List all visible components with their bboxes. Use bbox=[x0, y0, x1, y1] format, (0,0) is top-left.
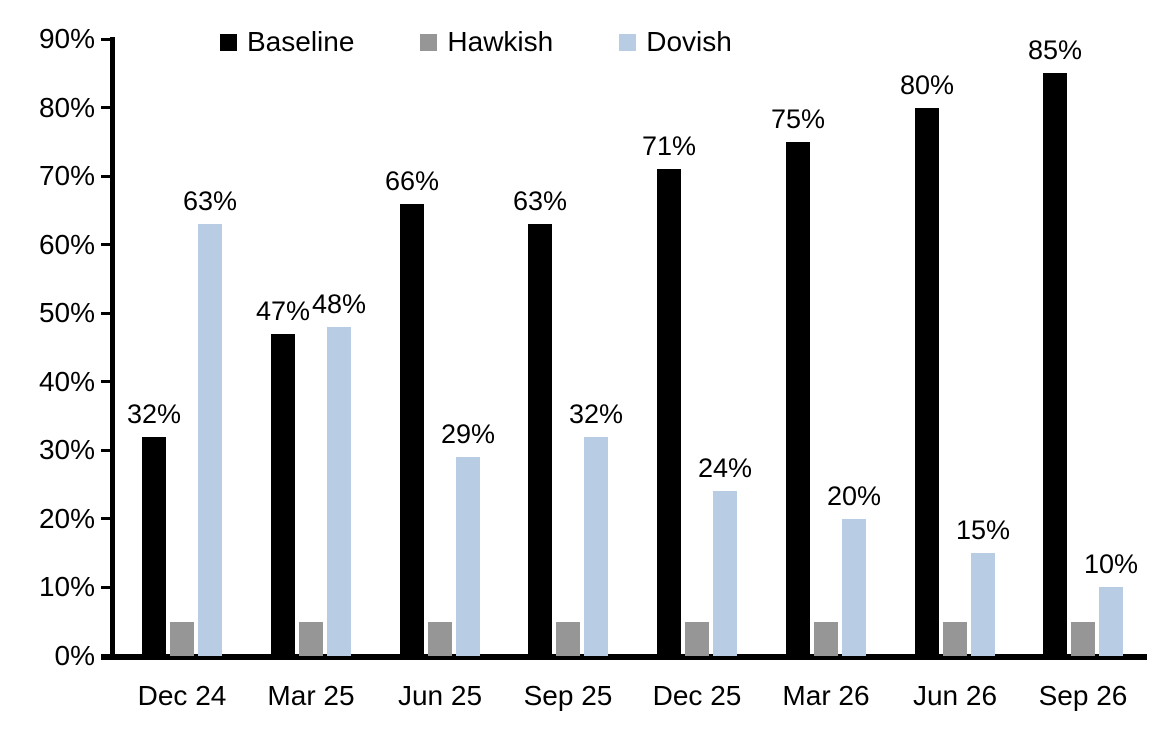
bar-hawkish-sep-25 bbox=[556, 622, 580, 656]
y-axis-tick bbox=[101, 517, 115, 520]
bar-hawkish-mar-26 bbox=[814, 622, 838, 656]
bar-baseline-dec-24 bbox=[142, 437, 166, 656]
value-label-dovish-mar-26: 20% bbox=[826, 481, 882, 511]
value-label-dovish-mar-25: 48% bbox=[311, 289, 367, 319]
bar-dovish-jun-25 bbox=[456, 457, 480, 656]
value-label-baseline-mar-26: 75% bbox=[770, 104, 826, 134]
value-label-dovish-sep-25: 32% bbox=[568, 399, 624, 429]
bar-dovish-sep-26 bbox=[1099, 587, 1123, 656]
legend-item-hawkish: Hawkish bbox=[420, 25, 553, 59]
x-axis-label-dec-24: Dec 24 bbox=[137, 680, 227, 711]
bar-baseline-dec-25 bbox=[657, 169, 681, 656]
bar-dovish-jun-26 bbox=[971, 553, 995, 656]
x-axis-label-dec-25: Dec 25 bbox=[652, 680, 742, 711]
bar-dovish-mar-25 bbox=[327, 327, 351, 656]
y-axis-tick bbox=[101, 380, 115, 383]
legend-item-dovish: Dovish bbox=[619, 25, 732, 59]
value-label-baseline-dec-24: 32% bbox=[126, 399, 182, 429]
y-axis-tick bbox=[101, 106, 115, 109]
bar-baseline-jun-25 bbox=[400, 204, 424, 656]
legend-label-hawkish: Hawkish bbox=[447, 26, 554, 57]
y-axis-tick bbox=[101, 243, 115, 246]
bar-dovish-mar-26 bbox=[842, 519, 866, 656]
bar-hawkish-jun-26 bbox=[943, 622, 967, 656]
bar-dovish-sep-25 bbox=[584, 437, 608, 656]
x-axis-label-sep-26: Sep 26 bbox=[1038, 680, 1128, 711]
y-axis-tick bbox=[101, 449, 115, 452]
value-label-dovish-jun-25: 29% bbox=[440, 419, 496, 449]
bar-baseline-mar-25 bbox=[271, 334, 295, 656]
chart-legend: Baseline Hawkish Dovish bbox=[220, 25, 732, 59]
legend-swatch-dovish-icon bbox=[619, 33, 637, 51]
y-axis-tick-label: 0% bbox=[54, 640, 95, 671]
legend-label-dovish: Dovish bbox=[646, 26, 732, 57]
x-axis-label-mar-26: Mar 26 bbox=[782, 680, 870, 711]
legend-swatch-hawkish-icon bbox=[420, 33, 438, 51]
bar-hawkish-dec-25 bbox=[685, 622, 709, 656]
value-label-dovish-sep-26: 10% bbox=[1083, 549, 1139, 579]
bar-hawkish-mar-25 bbox=[299, 622, 323, 656]
value-label-baseline-jun-25: 66% bbox=[384, 166, 440, 196]
bar-dovish-dec-24 bbox=[198, 224, 222, 656]
y-axis-tick-label: 80% bbox=[38, 92, 95, 123]
x-axis-label-mar-25: Mar 25 bbox=[267, 680, 355, 711]
y-axis-tick-label: 20% bbox=[38, 503, 95, 534]
bar-hawkish-dec-24 bbox=[170, 622, 194, 656]
y-axis-tick-label: 50% bbox=[38, 297, 95, 328]
bar-hawkish-sep-26 bbox=[1071, 622, 1095, 656]
bar-baseline-sep-25 bbox=[528, 224, 552, 656]
value-label-baseline-sep-25: 63% bbox=[512, 186, 568, 216]
x-axis-label-jun-25: Jun 25 bbox=[397, 680, 483, 711]
bar-baseline-jun-26 bbox=[915, 108, 939, 656]
legend-label-baseline: Baseline bbox=[247, 26, 355, 57]
legend-swatch-baseline-icon bbox=[220, 33, 237, 51]
value-label-dovish-jun-26: 15% bbox=[955, 515, 1011, 545]
legend-item-baseline: Baseline bbox=[220, 25, 354, 59]
bar-hawkish-jun-25 bbox=[428, 622, 452, 656]
value-label-dovish-dec-24: 63% bbox=[182, 186, 238, 216]
y-axis-tick-label: 90% bbox=[38, 23, 95, 54]
y-axis-tick-label: 30% bbox=[38, 434, 95, 465]
value-label-baseline-mar-25: 47% bbox=[255, 296, 311, 326]
y-axis-tick bbox=[101, 312, 115, 315]
y-axis-tick bbox=[101, 38, 115, 41]
value-label-baseline-dec-25: 71% bbox=[641, 131, 697, 161]
y-axis-tick-label: 40% bbox=[38, 366, 95, 397]
y-axis-tick-label: 60% bbox=[38, 229, 95, 260]
value-label-baseline-jun-26: 80% bbox=[899, 70, 955, 100]
x-axis-label-sep-25: Sep 25 bbox=[523, 680, 613, 711]
value-label-baseline-sep-26: 85% bbox=[1027, 35, 1083, 65]
y-axis-tick-label: 10% bbox=[38, 571, 95, 602]
y-axis-tick-label: 70% bbox=[38, 160, 95, 191]
bar-baseline-mar-26 bbox=[786, 142, 810, 656]
y-axis-tick bbox=[101, 586, 115, 589]
bar-baseline-sep-26 bbox=[1043, 73, 1067, 656]
x-axis-label-jun-26: Jun 26 bbox=[912, 680, 998, 711]
value-label-dovish-dec-25: 24% bbox=[697, 453, 753, 483]
bar-dovish-dec-25 bbox=[713, 491, 737, 656]
y-axis-line bbox=[110, 37, 115, 660]
x-axis-line bbox=[101, 654, 1147, 660]
y-axis-tick bbox=[101, 175, 115, 178]
